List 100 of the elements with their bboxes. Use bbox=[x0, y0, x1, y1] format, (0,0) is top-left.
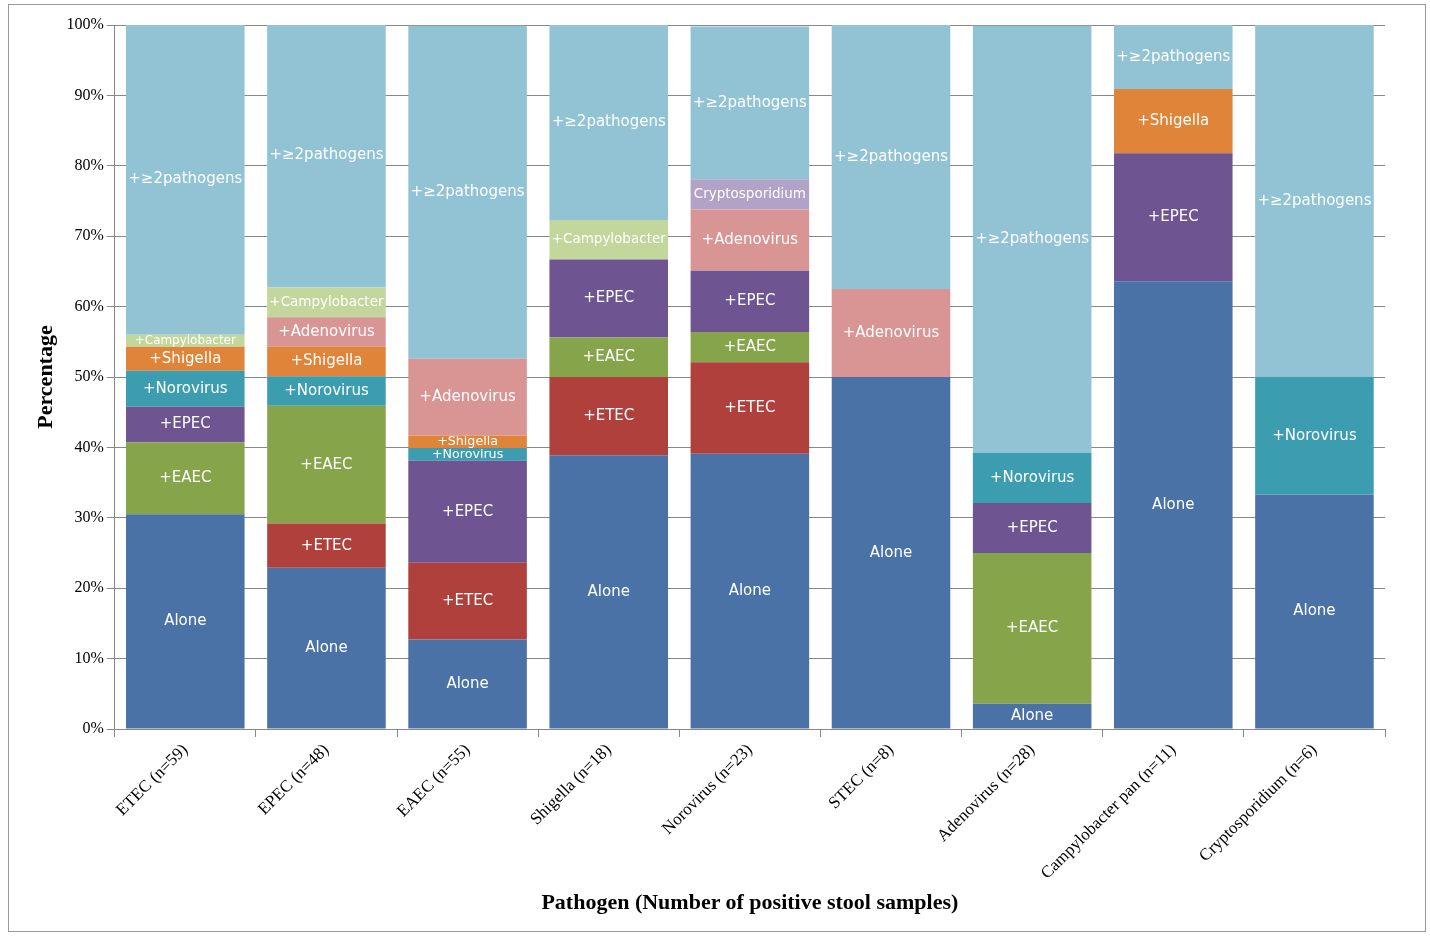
text: +Shigella bbox=[290, 351, 363, 370]
bar bbox=[408, 562, 527, 640]
text: Alone bbox=[446, 673, 489, 692]
text: +EPEC bbox=[1147, 207, 1199, 226]
y-tick-label: 80% bbox=[74, 156, 104, 173]
bar bbox=[690, 270, 810, 332]
text: +Adenovirus bbox=[419, 386, 516, 405]
series-label: Cryptosporidium bbox=[693, 184, 806, 201]
y-tick-label: 30% bbox=[74, 508, 104, 526]
bar bbox=[1255, 25, 1374, 377]
bar bbox=[126, 25, 245, 335]
bar bbox=[690, 362, 810, 454]
bar bbox=[549, 259, 668, 338]
bar bbox=[972, 453, 1092, 504]
text: +EAEC bbox=[159, 468, 212, 487]
y-tick-label: 40% bbox=[74, 437, 104, 455]
series-label: Alone bbox=[1010, 705, 1054, 724]
text: Alone bbox=[305, 638, 348, 657]
text: Alone bbox=[1293, 601, 1336, 620]
bar bbox=[831, 289, 951, 377]
bar bbox=[1114, 153, 1233, 282]
series-label: +Campylobacter bbox=[134, 332, 236, 347]
text: Alone bbox=[587, 581, 630, 600]
bar bbox=[408, 639, 527, 729]
text: +EPEC bbox=[583, 288, 635, 307]
text: +≥2pathogens bbox=[1257, 190, 1372, 209]
bar bbox=[126, 514, 245, 729]
y-tick-label: 20% bbox=[74, 578, 104, 596]
bar bbox=[549, 377, 668, 456]
text: +Norovirus bbox=[1272, 425, 1357, 444]
text: +Shigella bbox=[1137, 110, 1210, 129]
text: +Campylobacter bbox=[551, 230, 666, 247]
series-label: +EAEC bbox=[723, 336, 776, 355]
bar bbox=[831, 377, 951, 729]
text: Alone bbox=[869, 542, 913, 561]
text: +ETEC bbox=[442, 591, 494, 610]
text: +≥2pathogens bbox=[551, 112, 666, 131]
text: +EPEC bbox=[724, 291, 776, 310]
text: +EAEC bbox=[300, 454, 353, 473]
bar bbox=[690, 453, 810, 729]
text: +Campylobacter bbox=[269, 292, 384, 309]
y-tick-label: 100% bbox=[66, 15, 104, 33]
text: +Adenovirus bbox=[842, 322, 940, 341]
bar bbox=[972, 503, 1092, 553]
text: +EAEC bbox=[582, 347, 635, 366]
text: Alone bbox=[1152, 494, 1195, 513]
text: +≥2pathogens bbox=[975, 229, 1090, 248]
x-axis-title: Pathogen (Number of positive stool samples) bbox=[541, 889, 959, 915]
text: +≥2pathogens bbox=[1116, 46, 1231, 65]
y-tick-label: 50% bbox=[74, 367, 104, 385]
bar bbox=[1114, 25, 1233, 90]
bar bbox=[408, 460, 527, 563]
bar bbox=[1255, 494, 1374, 729]
text: Alone bbox=[164, 611, 207, 630]
bar bbox=[972, 703, 1092, 729]
bar bbox=[1114, 89, 1233, 154]
bar bbox=[690, 209, 810, 271]
series-label: +≥2pathogens bbox=[269, 145, 384, 164]
bar bbox=[972, 25, 1092, 454]
y-tick-label: 90% bbox=[74, 85, 104, 103]
series-label: +ETEC bbox=[300, 535, 353, 554]
bar bbox=[267, 25, 386, 288]
series-label: +Shigella bbox=[437, 433, 498, 449]
text: +Adenovirus bbox=[701, 229, 799, 248]
text: +EAEC bbox=[1006, 618, 1059, 637]
bar bbox=[690, 331, 810, 363]
text: +EPEC bbox=[442, 501, 494, 520]
text: +≥2pathogens bbox=[128, 169, 243, 188]
y-tick-label: 70% bbox=[74, 226, 104, 244]
bar bbox=[408, 358, 527, 436]
bar bbox=[549, 455, 668, 729]
series-label: +EPEC bbox=[159, 414, 211, 433]
text: +Shigella bbox=[149, 348, 222, 367]
bar bbox=[1114, 281, 1233, 729]
y-tick-label: 60% bbox=[74, 296, 104, 314]
text: +≥2pathogens bbox=[833, 146, 949, 165]
bar bbox=[408, 25, 527, 359]
text: +Norovirus bbox=[143, 378, 228, 397]
bar bbox=[1255, 377, 1374, 495]
bar bbox=[549, 25, 668, 221]
bar bbox=[126, 370, 245, 407]
text: +ETEC bbox=[724, 397, 776, 416]
y-tick-label: 0% bbox=[82, 719, 104, 737]
text: +ETEC bbox=[583, 405, 635, 424]
bar bbox=[267, 523, 386, 568]
bar bbox=[267, 405, 386, 524]
text: +≥2pathogens bbox=[410, 182, 525, 201]
bar bbox=[690, 26, 810, 180]
bar bbox=[126, 442, 245, 515]
text: +EPEC bbox=[1006, 517, 1058, 536]
text: +Norovirus bbox=[989, 467, 1075, 486]
text: +Norovirus bbox=[284, 380, 369, 399]
bar bbox=[126, 406, 245, 443]
bar bbox=[549, 337, 668, 377]
bar bbox=[831, 25, 951, 289]
bar bbox=[267, 567, 386, 729]
text: Alone bbox=[728, 581, 772, 600]
text: +≥2pathogens bbox=[692, 92, 807, 111]
y-tick-label: 10% bbox=[74, 648, 104, 666]
y-axis-title: Percentage bbox=[31, 325, 57, 429]
